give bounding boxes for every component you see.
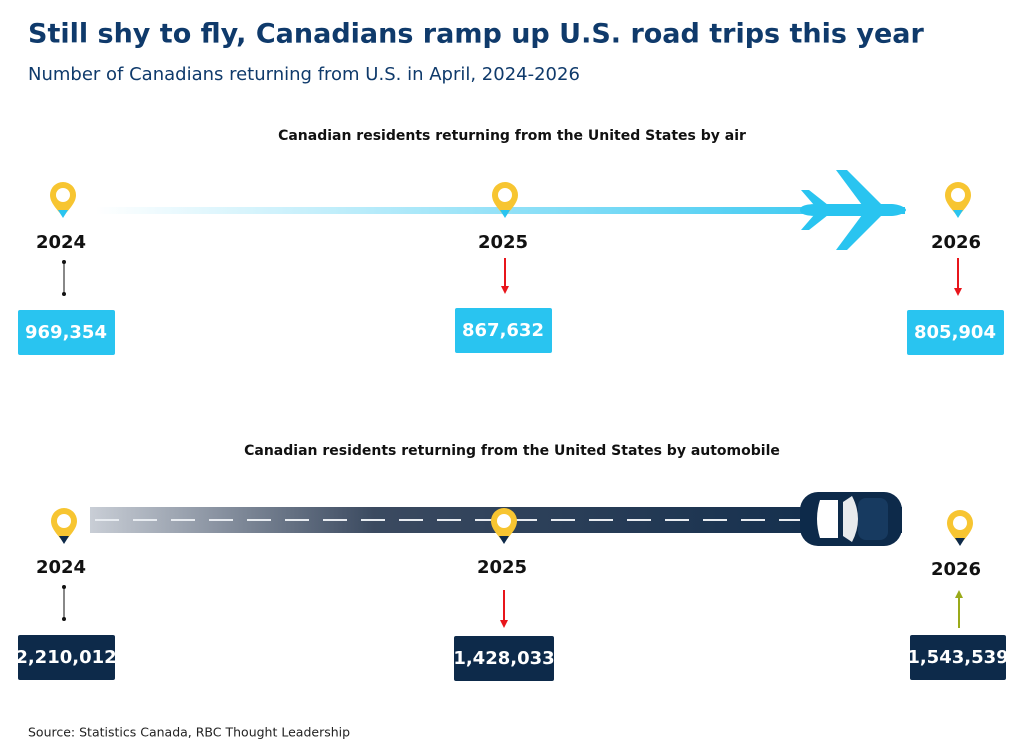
year-label: 2026 bbox=[931, 232, 981, 253]
connectors bbox=[62, 585, 963, 628]
plane-icon bbox=[800, 170, 906, 250]
year-label: 2026 bbox=[931, 559, 981, 580]
car-icon bbox=[800, 492, 902, 546]
connectors bbox=[62, 258, 962, 296]
subtitle: Number of Canadians returning from U.S. … bbox=[28, 64, 580, 85]
section-title: Canadian residents returning from the Un… bbox=[244, 443, 780, 459]
year-label: 2025 bbox=[477, 557, 527, 578]
section-title: Canadian residents returning from the Un… bbox=[278, 128, 746, 144]
value-label: 1,428,033 bbox=[453, 648, 554, 669]
pins bbox=[51, 508, 973, 546]
title: Still shy to fly, Canadians ramp up U.S.… bbox=[28, 19, 925, 50]
year-label: 2024 bbox=[36, 557, 86, 578]
value-label: 867,632 bbox=[462, 320, 544, 341]
year-label: 2024 bbox=[36, 232, 86, 253]
year-label: 2025 bbox=[478, 232, 528, 253]
pins bbox=[50, 182, 971, 218]
value-label: 969,354 bbox=[25, 322, 107, 343]
value-label: 2,210,012 bbox=[15, 647, 116, 668]
auto-values bbox=[18, 635, 1006, 681]
value-label: 805,904 bbox=[914, 322, 996, 343]
air-values bbox=[18, 308, 1004, 355]
source: Source: Statistics Canada, RBC Thought L… bbox=[28, 725, 350, 740]
value-label: 1,543,539 bbox=[907, 647, 1008, 668]
